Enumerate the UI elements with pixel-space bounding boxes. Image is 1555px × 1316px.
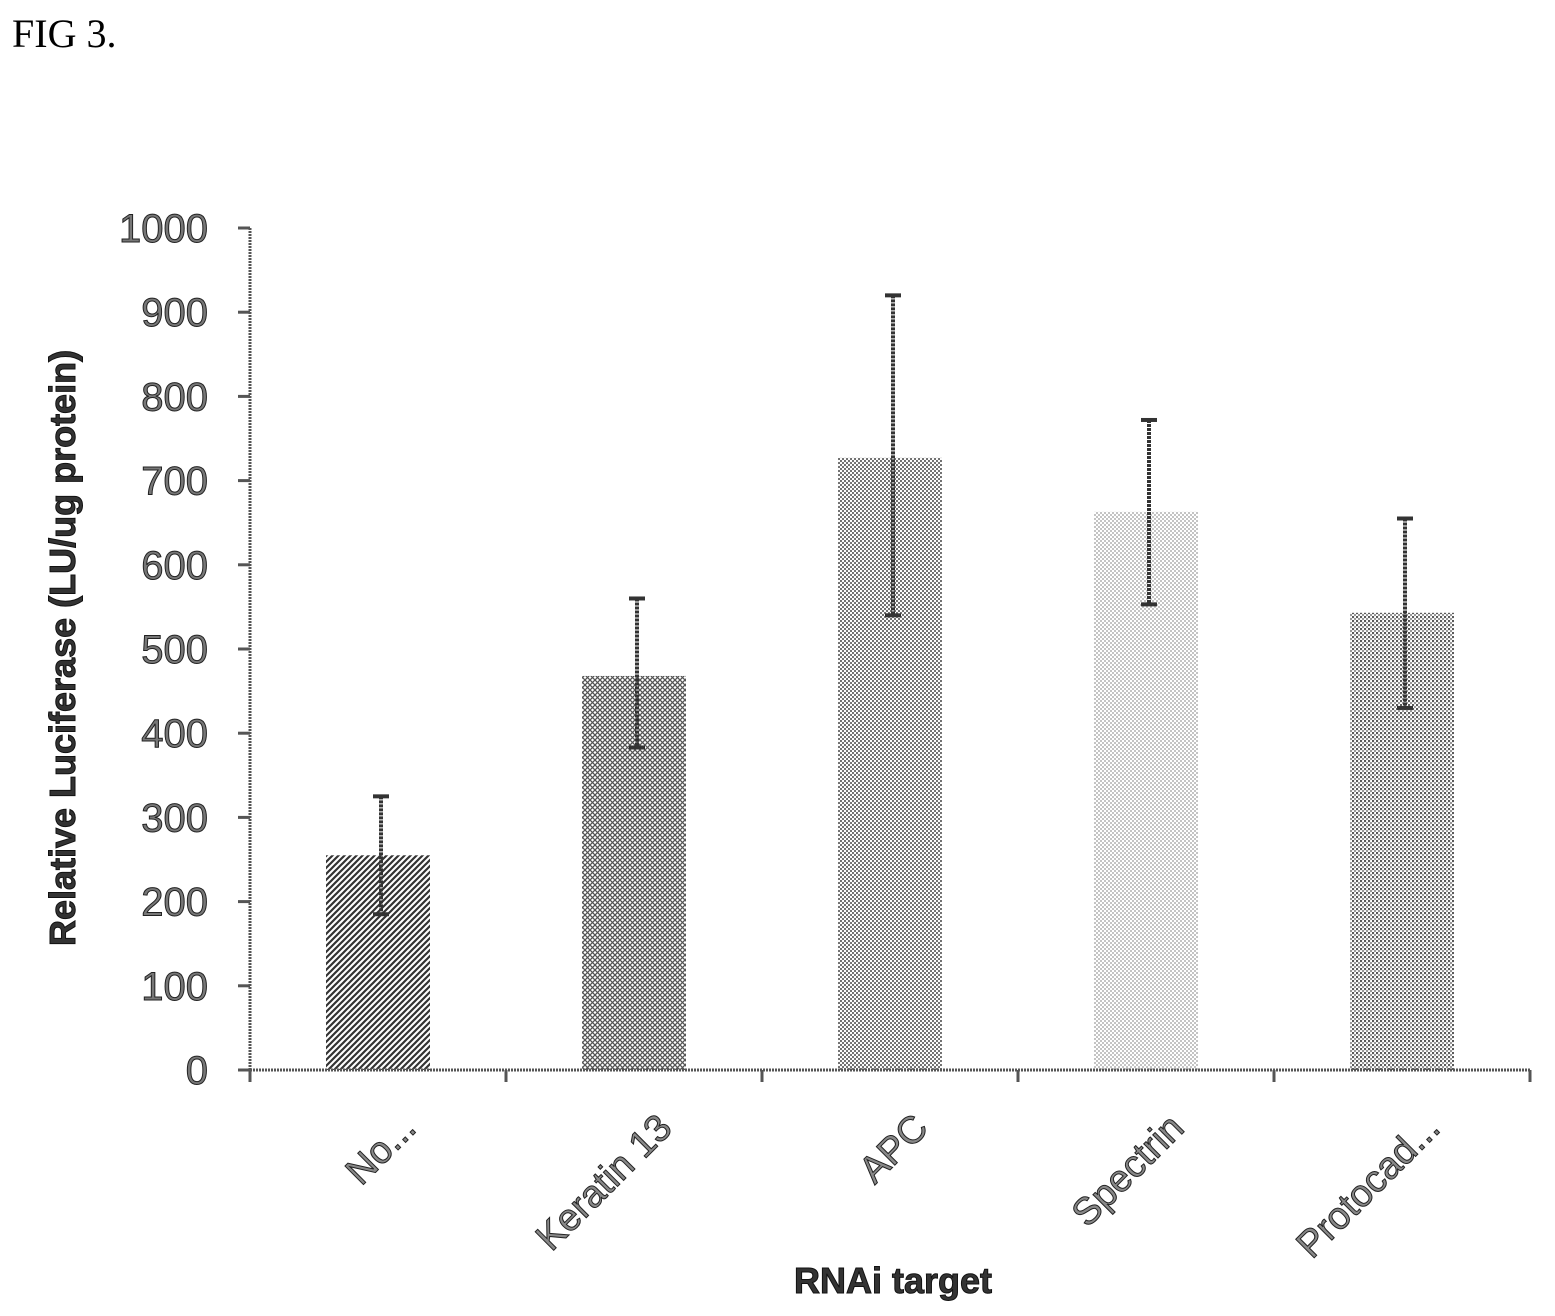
y-axis-ticks: 0 100 200 300 400 500 600 700 800 900 1000 xyxy=(119,207,250,1094)
bar xyxy=(582,675,686,1070)
x-tick-label: APC xyxy=(851,1107,936,1192)
x-tick-label: Protocad... xyxy=(1289,1107,1449,1267)
y-tick-label: 700 xyxy=(141,460,208,504)
figure-label: FIG 3. xyxy=(12,11,117,56)
x-tick-label: Keratin 13 xyxy=(528,1107,680,1259)
y-tick-label: 200 xyxy=(141,881,208,925)
y-tick-label: 1000 xyxy=(119,207,208,251)
axes xyxy=(238,228,1530,1072)
y-tick-label: 100 xyxy=(141,965,208,1009)
x-axis-ticks: No... Keratin 13 APC Spectrin Protocad... xyxy=(248,1070,1532,1267)
y-tick-label: 300 xyxy=(141,796,208,840)
bar xyxy=(1350,612,1454,1070)
y-tick-label: 900 xyxy=(141,291,208,335)
bar xyxy=(326,855,430,1070)
bar xyxy=(1094,511,1198,1070)
y-axis-title: Relative Luciferase (LU/ug protein) xyxy=(42,350,83,946)
bars xyxy=(326,457,1454,1071)
bar xyxy=(838,457,942,1071)
y-tick-label: 600 xyxy=(141,544,208,588)
error-bars xyxy=(373,293,1413,917)
y-tick-label: 0 xyxy=(186,1049,208,1093)
x-axis-title: RNAi target xyxy=(794,1260,992,1301)
x-tick-label: No... xyxy=(338,1107,424,1193)
x-tick-label: Spectrin xyxy=(1064,1107,1192,1235)
y-tick-label: 400 xyxy=(141,712,208,756)
y-tick-label: 800 xyxy=(141,375,208,419)
y-tick-label: 500 xyxy=(141,628,208,672)
